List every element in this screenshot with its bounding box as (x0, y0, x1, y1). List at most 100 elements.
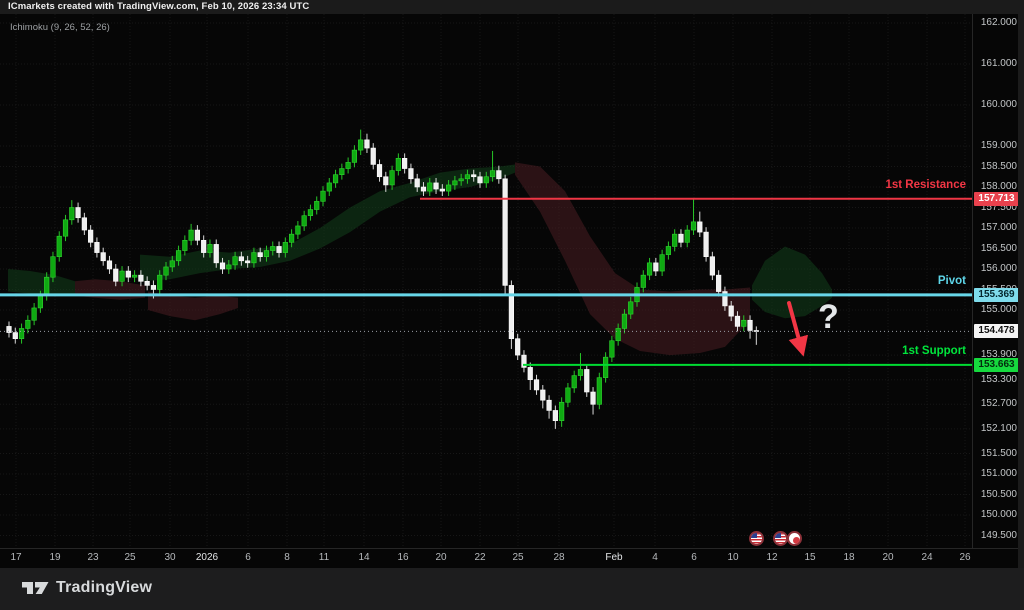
candle-up (163, 266, 169, 276)
time-axis-label: 22 (474, 552, 486, 563)
us-flag-icon[interactable] (773, 531, 788, 546)
us-flag-canton (775, 533, 781, 538)
candle-down (100, 252, 106, 262)
time-axis-label: 26 (959, 552, 971, 563)
price-axis-label: 149.500 (980, 529, 1017, 541)
candle-down (75, 207, 81, 219)
candle-down (219, 262, 226, 270)
candle-up (427, 182, 433, 192)
candle-up (44, 276, 50, 296)
price-axis-label: 157.000 (980, 222, 1017, 233)
jp-flag-icon[interactable] (787, 531, 802, 546)
candle-down (138, 274, 144, 282)
tradingview-logo-icon (22, 582, 49, 594)
candle-up (288, 233, 295, 243)
candle-up (646, 262, 653, 276)
candle-down (414, 178, 420, 188)
candle-down (376, 164, 383, 178)
price-axis-label: 150.500 (980, 488, 1017, 500)
candle-up (389, 170, 395, 186)
candle-up (307, 209, 314, 217)
support-label: 1st Support (902, 344, 966, 357)
jp-flag-sun (793, 537, 800, 544)
candle-up (458, 178, 464, 182)
candle-down (144, 280, 150, 286)
us-flag-stripes (751, 533, 762, 544)
candle-up (50, 256, 56, 278)
candle-down (88, 229, 94, 243)
price-axis-label: 160.000 (980, 99, 1017, 110)
candle-up (157, 274, 163, 290)
time-axis-label: 4 (652, 552, 658, 563)
time-axis-label: 11 (318, 552, 330, 563)
candle-up (232, 256, 238, 266)
candle-up (56, 235, 62, 257)
price-axis-label: 158.000 (980, 181, 1017, 192)
candle-up (31, 307, 37, 321)
time-axis-label: 8 (284, 552, 290, 563)
candle-down (364, 139, 370, 149)
resistance-price-badge: 157.713 (974, 191, 1018, 206)
candle-up (18, 328, 25, 340)
time-axis-label: 10 (727, 552, 739, 563)
candle-down (716, 274, 722, 292)
price-axis-label: 151.000 (980, 468, 1017, 479)
price-axis-label: 151.500 (980, 447, 1017, 459)
time-axis[interactable]: 17 19 23 25 30 2026 6 8 11 14 16 20 22 25 28 Feb 4 6 10 12 1… (0, 548, 1018, 568)
candle-down (697, 221, 703, 233)
candle-up (320, 190, 326, 202)
candle-down (540, 389, 546, 401)
candle-up (665, 246, 671, 255)
us-flag-canton (751, 533, 757, 538)
time-axis-label: 18 (843, 552, 855, 563)
price-axis-label: 152.700 (980, 398, 1017, 410)
price-chart-canvas[interactable] (0, 14, 972, 548)
price-axis-label: 157.500 (980, 201, 1017, 213)
ichimoku-cloud-green (8, 269, 75, 296)
time-axis-label: 17 (10, 552, 22, 563)
indicator-label[interactable]: Ichimoku (9, 26, 52, 26) (10, 22, 110, 33)
candle-up (301, 215, 307, 227)
candle-up (659, 254, 665, 272)
candle-down (370, 147, 376, 165)
candle-up (445, 184, 452, 192)
price-axis[interactable]: 162.000 161.000 160.000 159.000 158.500 158.0… (972, 14, 1018, 548)
us-flag-stripes (775, 533, 786, 544)
tradingview-logo[interactable]: TradingView (22, 578, 152, 598)
candle-down (194, 229, 201, 241)
candle-up (332, 174, 339, 184)
candle-down (722, 291, 728, 307)
candle-up (282, 242, 288, 253)
candle-down (383, 176, 389, 186)
candle-down (521, 354, 527, 368)
chart-area[interactable]: Ichimoku (9, 26, 52, 26) 1st Resistance P… (0, 14, 1018, 568)
candle-down (533, 379, 540, 391)
candle-down (584, 369, 590, 393)
candle-up (615, 328, 621, 342)
candle-down (709, 256, 715, 276)
candle-up (270, 246, 276, 251)
candle-down (408, 168, 414, 180)
candle-up (62, 219, 69, 237)
candle-up (395, 158, 401, 171)
us-flag-icon[interactable] (749, 531, 764, 546)
candle-down (653, 262, 659, 272)
candle-up (351, 149, 358, 163)
candle-down (81, 217, 87, 231)
time-axis-label: 25 (124, 552, 136, 563)
price-axis-label: 155.000 (980, 304, 1017, 315)
time-axis-label: 19 (49, 552, 61, 563)
candle-up (628, 301, 634, 315)
candle-up (69, 207, 75, 221)
candle-down (477, 176, 483, 184)
candle-down (245, 260, 251, 264)
time-axis-label: 28 (553, 552, 565, 563)
candle-down (590, 391, 596, 405)
candle-up (263, 250, 270, 258)
candle-down (515, 338, 521, 356)
candle-up (559, 401, 565, 422)
candle-down (276, 246, 282, 253)
price-axis-label: 156.500 (980, 242, 1017, 254)
trend-arrow (787, 301, 809, 357)
